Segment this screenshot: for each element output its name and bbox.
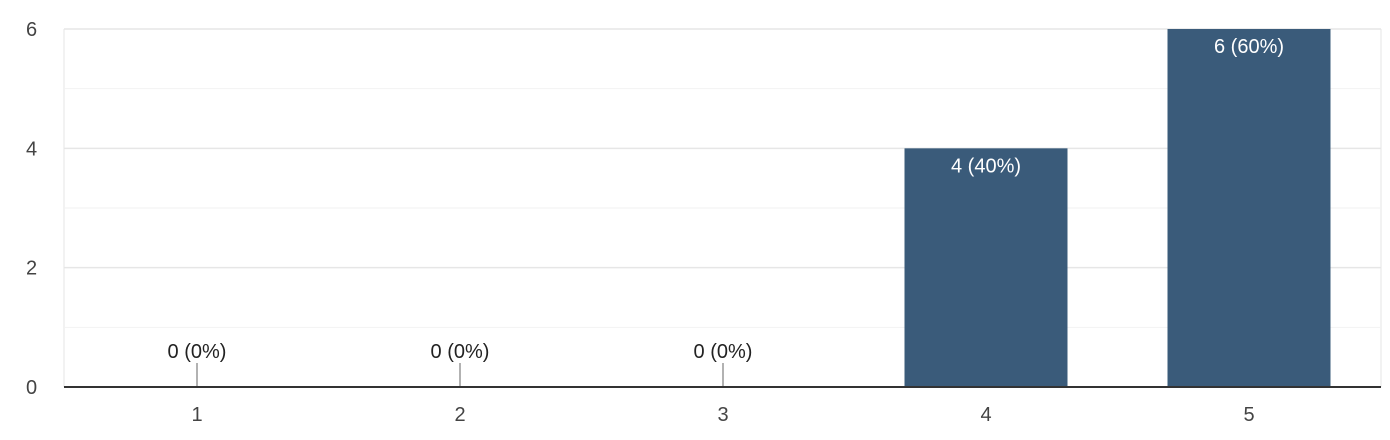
data-label-5: 6 (60%) <box>1214 36 1284 58</box>
labels: 0 2 4 6 0 (0%) 1 0 (0%) 2 0 (0%) 3 4 (40%) 4 6 (60%)… <box>26 19 1284 426</box>
bar-5 <box>1167 29 1331 387</box>
data-label-4: 4 (40%) <box>951 155 1021 177</box>
bars <box>196 29 1331 387</box>
y-tick-label: 4 <box>26 138 37 160</box>
y-tick-label: 0 <box>26 377 37 399</box>
data-label-2: 0 (0%) <box>431 341 490 363</box>
y-tick-label: 6 <box>26 19 37 41</box>
gridlines <box>63 28 1382 387</box>
y-tick-label: 2 <box>26 258 37 280</box>
data-label-3: 0 (0%) <box>694 341 753 363</box>
x-tick-label-5: 5 <box>1243 404 1254 426</box>
x-tick-label-2: 2 <box>454 404 465 426</box>
bar-4 <box>904 148 1068 387</box>
x-tick-label-1: 1 <box>191 404 202 426</box>
x-tick-label-3: 3 <box>717 404 728 426</box>
x-tick-label-4: 4 <box>980 404 991 426</box>
data-label-1: 0 (0%) <box>168 341 227 363</box>
